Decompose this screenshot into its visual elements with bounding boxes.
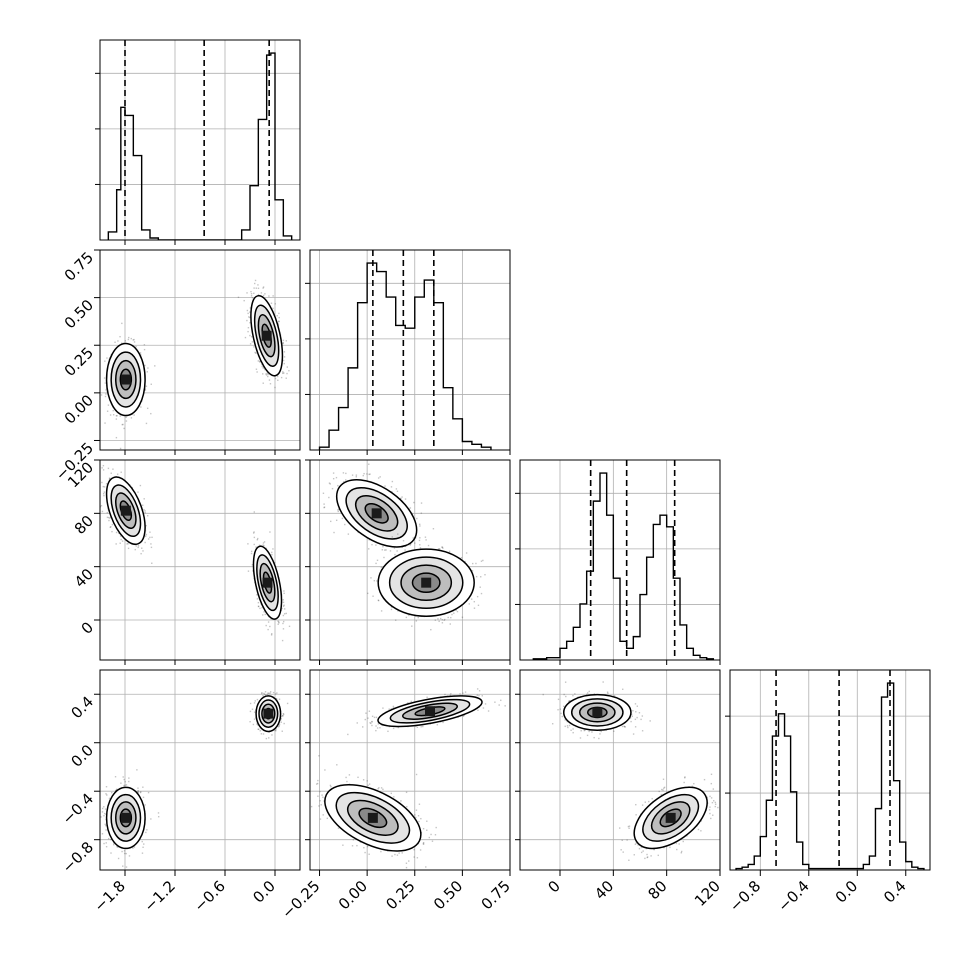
hist-panel-2 <box>515 459 721 661</box>
panel-3-1-frame <box>309 669 511 871</box>
panel-3-1 <box>309 669 511 871</box>
panel-2-1-mode-1-peak <box>421 577 432 588</box>
panel-3-1-mode-0-peak <box>367 812 378 823</box>
hist-2-frame <box>519 459 721 661</box>
panel-3-0-frame <box>99 669 301 871</box>
panel-3-2 <box>519 669 721 871</box>
panel-2-0 <box>99 459 301 661</box>
hist-panel-0 <box>95 39 301 241</box>
panel-1-0-frame <box>99 249 301 451</box>
panel-2-0-frame <box>99 459 301 661</box>
hist-1-bars <box>318 262 492 450</box>
panel-1-0 <box>99 249 301 451</box>
panel-1-0-mode-1-peak <box>261 330 272 341</box>
panel-2-0-mode-1-peak <box>262 577 273 588</box>
hist-panel-3 <box>725 669 931 871</box>
panel-3-2-mode-0-peak <box>592 707 603 718</box>
hist-1-frame <box>309 249 511 451</box>
panel-2-0-mode-0-peak <box>120 505 131 516</box>
panel-3-2-frame <box>519 669 721 871</box>
panel-3-0 <box>99 669 301 871</box>
hist-0-bars <box>107 52 293 240</box>
panel-1-0-mode-0-peak <box>120 374 131 385</box>
panel-3-0-mode-1-peak <box>263 708 274 719</box>
panel-3-2-mode-1-peak <box>665 812 676 823</box>
hist-3-bars <box>735 682 925 870</box>
panel-3-1-mode-1-peak <box>425 706 435 717</box>
hist-panel-1 <box>305 249 511 451</box>
panel-2-1-frame <box>309 459 511 661</box>
hist-0-frame <box>99 39 301 241</box>
panel-2-1-mode-0-peak <box>371 508 382 519</box>
panel-2-1 <box>309 459 511 661</box>
panel-3-0-mode-0-peak <box>120 812 131 823</box>
hist-3-frame <box>729 669 931 871</box>
